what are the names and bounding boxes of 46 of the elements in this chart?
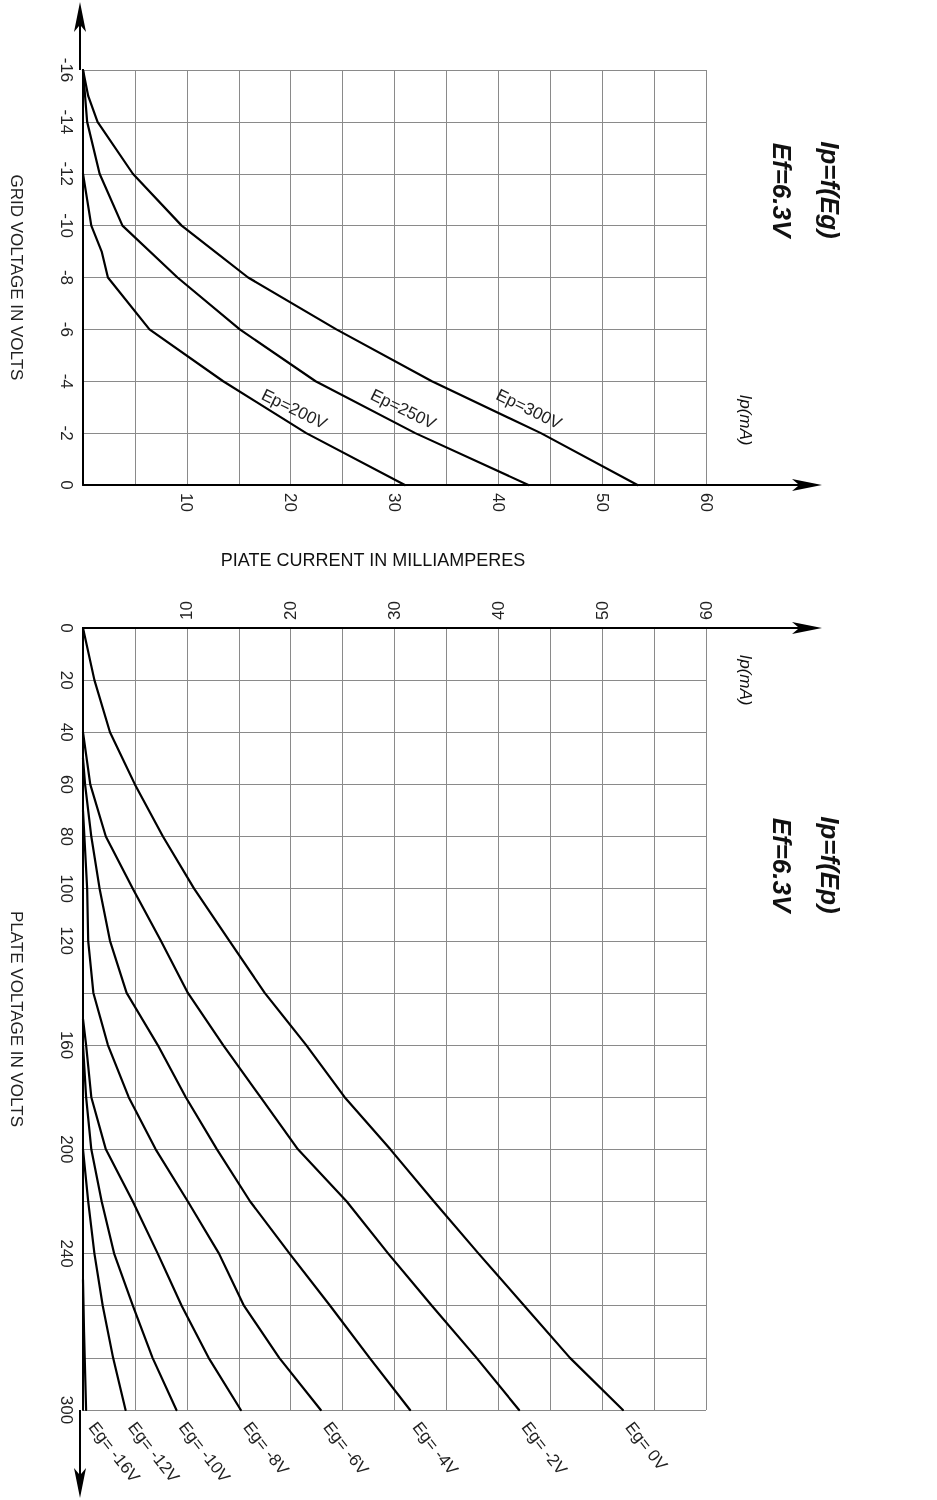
y-tick-label: -10 <box>57 213 76 238</box>
x-tick-label: 20 <box>281 493 301 512</box>
y-tick-label: 60 <box>57 774 76 794</box>
y-tick-label: -16 <box>57 57 76 83</box>
x-tick-label: 30 <box>385 601 404 620</box>
x-tick-label: 20 <box>281 601 301 620</box>
text: PIATE CURRENT IN MILLIAMPERES <box>220 550 526 570</box>
y-tick-label: -12 <box>57 161 76 187</box>
y-tick-label: 160 <box>57 1030 76 1060</box>
y-tick-label: -4 <box>57 373 76 389</box>
text: Eg= -8V <box>239 1418 293 1480</box>
x-tick-label: 10 <box>177 601 197 620</box>
y-tick-label: -14 <box>57 109 76 135</box>
y-tick-label: 20 <box>57 670 76 690</box>
x-tick-label: 30 <box>385 493 404 512</box>
y-axis-title: PLATE VOLTAGE IN VOLTS <box>7 910 26 1128</box>
text: Ip=f(Eg) <box>815 141 845 239</box>
y-tick-label: 0 <box>57 480 76 490</box>
y-tick-label: 40 <box>57 722 76 742</box>
y-tick-label: 200 <box>57 1135 76 1164</box>
text: Ip(mA) <box>735 654 755 706</box>
x-tick-label: 60 <box>696 601 716 620</box>
x-tick-label: 50 <box>592 493 612 512</box>
text: Ip=f(Ep) <box>815 816 845 914</box>
y-tick-label: 100 <box>57 874 76 903</box>
text: Ef=6.3V <box>767 817 797 915</box>
text: Eg= -6V <box>319 1418 373 1480</box>
y-axis-title: GRID VOLTAGE IN VOLTS <box>7 174 26 381</box>
x-tick-label: 40 <box>488 601 508 620</box>
text: Eg= -4V <box>408 1418 463 1480</box>
y-tick-label: 80 <box>57 827 76 846</box>
x-tick-label: 60 <box>696 493 716 512</box>
y-tick-label: -6 <box>57 321 76 337</box>
text: Ip(mA) <box>735 394 755 446</box>
x-tick-label: 40 <box>488 493 508 512</box>
y-tick-label: -2 <box>57 425 76 441</box>
text: Ef=6.3V <box>767 142 797 240</box>
y-tick-label: 240 <box>57 1239 76 1268</box>
y-tick-label: -8 <box>57 269 76 286</box>
x-tick-label: 50 <box>592 601 612 620</box>
y-tick-label: 300 <box>57 1395 76 1425</box>
x-tick-label: 10 <box>177 493 197 512</box>
y-tick-label: 0 <box>57 623 76 633</box>
text: Eg= -2V <box>517 1418 572 1480</box>
y-tick-label: 120 <box>57 926 76 955</box>
text: Eg= 0V <box>621 1418 672 1475</box>
